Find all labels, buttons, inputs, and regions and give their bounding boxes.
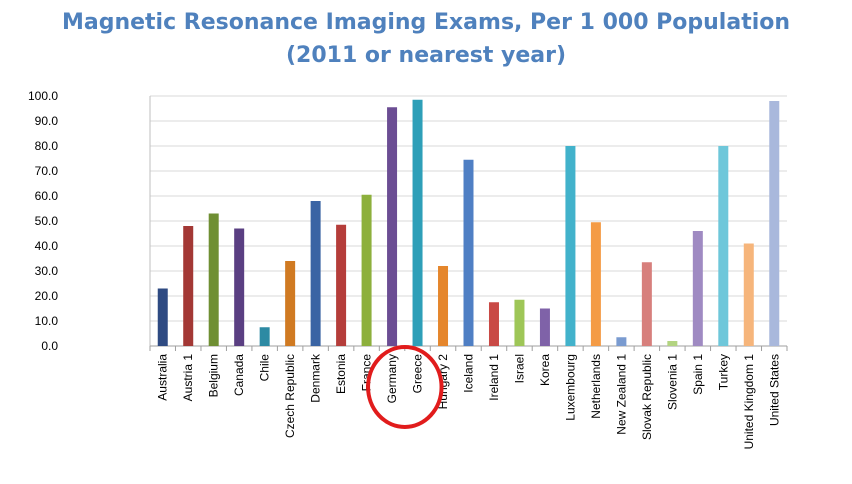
bar xyxy=(641,262,652,346)
y-tick-label: 30.0 xyxy=(35,264,59,278)
x-tick-label: Korea xyxy=(538,354,552,386)
bar xyxy=(718,146,729,346)
bar xyxy=(667,341,678,346)
y-tick-label: 0.0 xyxy=(41,339,58,353)
bar xyxy=(412,99,423,346)
x-tick-label: Spain 1 xyxy=(691,354,705,395)
x-tick-label: Slovenia 1 xyxy=(665,354,679,410)
bar xyxy=(310,201,321,346)
x-tick-label: United States xyxy=(767,354,781,426)
x-tick-label: Greece xyxy=(411,354,425,394)
x-tick-label: Ireland 1 xyxy=(487,354,501,401)
x-tick-label: Slovak Republic xyxy=(640,354,654,440)
bar xyxy=(234,228,245,346)
x-tick-label: Australia xyxy=(156,354,170,401)
bar xyxy=(463,159,474,346)
x-tick-label: Denmark xyxy=(309,353,323,403)
bar xyxy=(743,243,754,346)
y-tick-label: 20.0 xyxy=(35,289,59,303)
bar xyxy=(208,213,219,346)
bar xyxy=(183,226,194,346)
chart-title-line-2: (2011 or nearest year) xyxy=(285,43,567,68)
bar xyxy=(387,107,398,346)
y-tick-label: 40.0 xyxy=(35,239,59,253)
bar xyxy=(616,337,627,346)
bar xyxy=(590,222,601,346)
y-tick-label: 80.0 xyxy=(35,139,59,153)
y-tick-label: 50.0 xyxy=(35,214,59,228)
x-tick-label: Israel xyxy=(512,354,526,383)
x-tick-label: Turkey xyxy=(716,354,730,390)
bar xyxy=(692,231,703,346)
y-tick-label: 90.0 xyxy=(35,114,59,128)
x-tick-label: Canada xyxy=(232,354,246,396)
x-tick-label: Netherlands xyxy=(589,354,603,419)
x-tick-label: United Kingdom 1 xyxy=(742,354,756,450)
y-tick-label: 100.0 xyxy=(28,89,58,103)
x-tick-label: Iceland xyxy=(462,354,476,393)
x-tick-label: New Zealand 1 xyxy=(614,354,628,435)
chart-title-line-1: Magnetic Resonance Imaging Exams, Per 1 … xyxy=(61,10,791,35)
y-tick-label: 70.0 xyxy=(35,164,59,178)
bar xyxy=(336,224,347,346)
y-tick-label: 10.0 xyxy=(35,314,59,328)
bar xyxy=(157,288,168,346)
x-tick-label: Germany xyxy=(385,354,399,403)
y-tick-label: 60.0 xyxy=(35,189,59,203)
x-tick-label: Austria 1 xyxy=(181,354,195,402)
bar xyxy=(488,302,499,346)
x-tick-label: Belgium xyxy=(207,354,221,397)
highlight-circle xyxy=(366,345,444,429)
chart-title: Magnetic Resonance Imaging Exams, Per 1 … xyxy=(0,6,852,72)
x-tick-label: Chile xyxy=(258,354,272,382)
bar xyxy=(259,327,270,346)
bar xyxy=(565,146,576,346)
bar xyxy=(514,299,525,346)
x-tick-label: Czech Republic xyxy=(283,354,297,438)
x-tick-label: Estonia xyxy=(334,354,348,394)
x-tick-label: Luxembourg xyxy=(563,354,577,421)
bar xyxy=(539,308,550,346)
bar xyxy=(285,261,296,346)
bar xyxy=(769,101,780,346)
bar xyxy=(438,266,449,346)
bar xyxy=(361,194,372,346)
